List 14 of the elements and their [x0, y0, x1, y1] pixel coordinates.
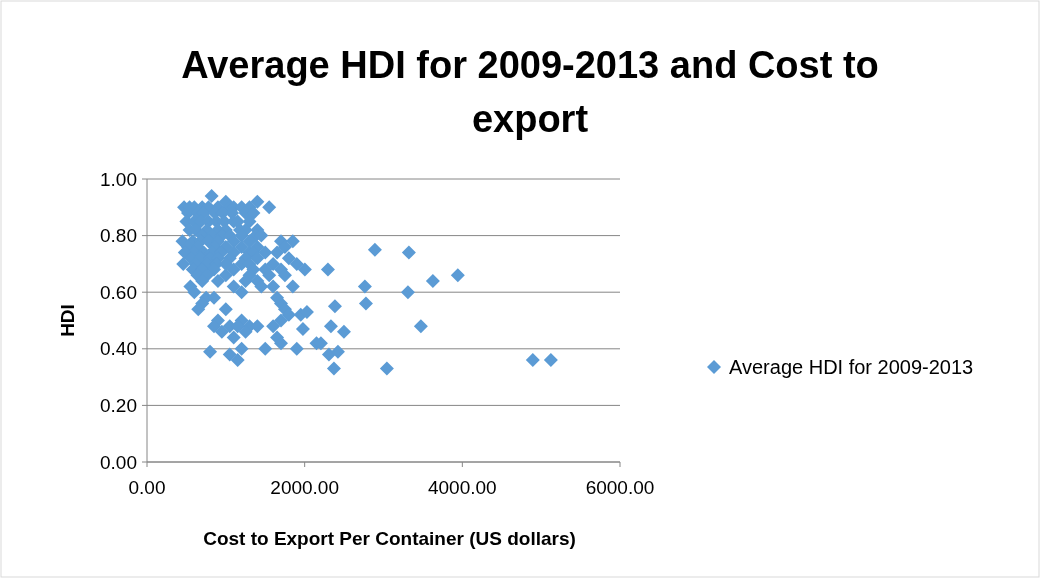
- y-axis-title: HDI: [57, 304, 78, 337]
- x-axis-title: Cost to Export Per Container (US dollars): [203, 528, 576, 549]
- y-tick-label: 0.00: [100, 451, 137, 473]
- x-tick-label: 0.00: [128, 477, 166, 498]
- x-tick-label: 4000.00: [427, 477, 497, 498]
- y-tick-label: 0.20: [100, 395, 137, 417]
- y-tick-label: 0.40: [100, 338, 137, 360]
- y-tick-label: 0.80: [100, 225, 137, 247]
- y-tick-label: 1.00: [100, 168, 137, 190]
- chart-title: Average HDI for 2009-2013 and Cost to export: [181, 44, 879, 140]
- y-tick-label: 0.60: [100, 281, 137, 303]
- x-tick-label: 6000.00: [585, 477, 655, 498]
- x-tick-label: 2000.00: [270, 477, 340, 498]
- legend-label: Average HDI for 2009-2013: [729, 356, 974, 378]
